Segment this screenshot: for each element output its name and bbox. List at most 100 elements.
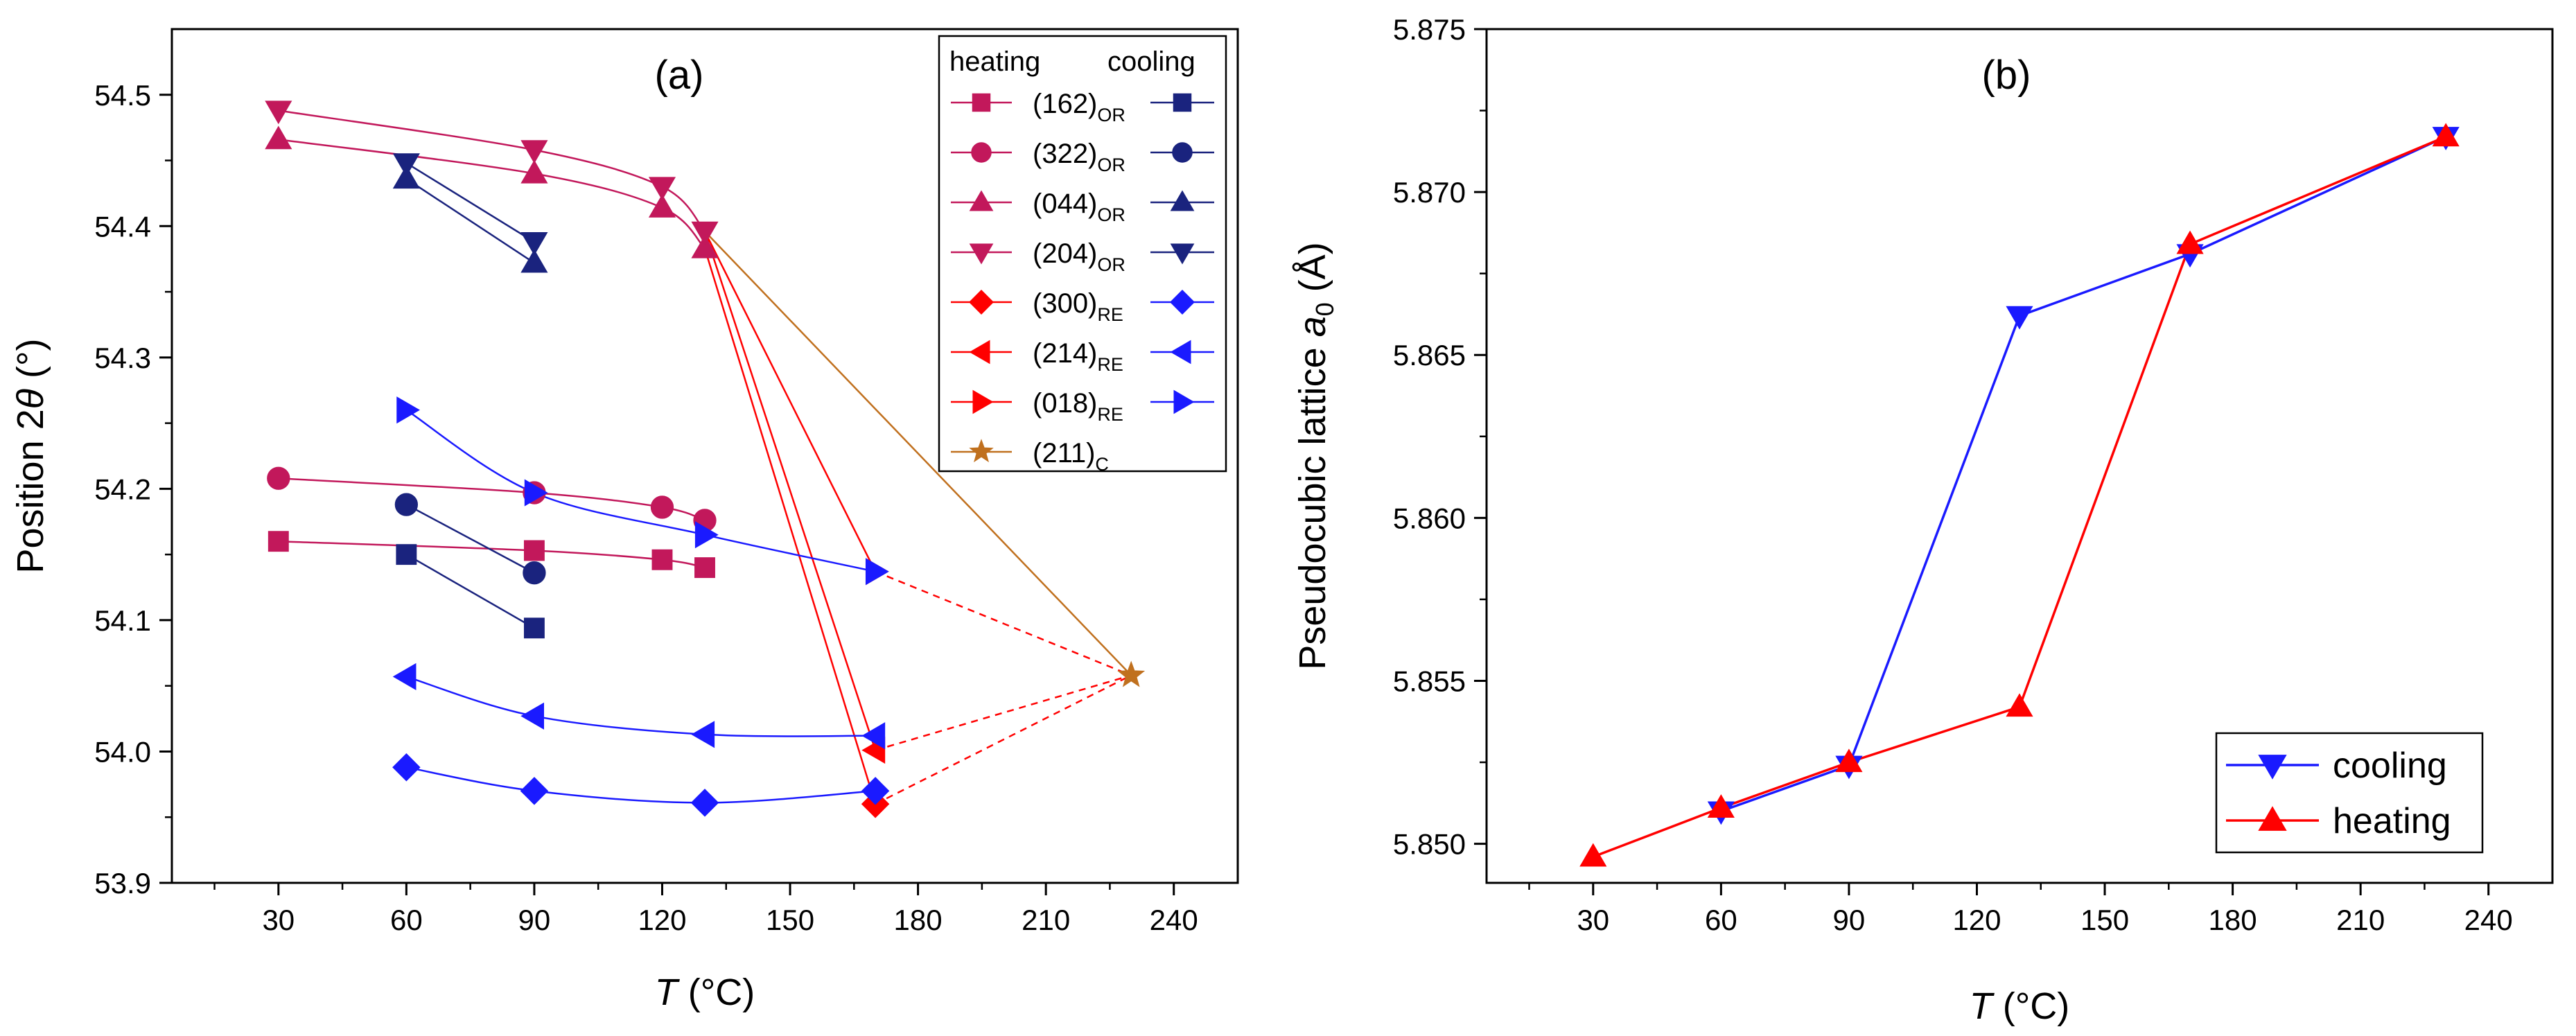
legend-heating-marker — [969, 340, 990, 365]
panel-a-point-cooling-triangle-left — [520, 702, 545, 730]
panel-b-y-tick-label: 5.870 — [1393, 176, 1466, 209]
panel-a-chart: (a) 30 60 90 120 150 180 210 240 53.9 54.0 54.1 54.… — [10, 28, 1239, 1013]
panel-a-point-cooling-square — [396, 544, 417, 565]
panel-a-series-line-heating-circle — [278, 477, 706, 522]
legend-entry-label: (322)OR — [1033, 139, 1125, 175]
panel-a-y-tick-label: 54.3 — [94, 342, 151, 374]
legend-b-marker-heating — [2258, 806, 2287, 831]
legend-entry-label: (211)C — [1033, 438, 1109, 475]
legend-heating-marker — [972, 389, 994, 414]
panel-b-x-tick-label: 240 — [2464, 904, 2513, 936]
panel-a-series-line-cooling-triangle-right — [405, 409, 876, 573]
panel-a-point-cooling-triangle-left — [691, 721, 715, 748]
panel-b-series-line-cooling — [1720, 135, 2446, 813]
panel-a-point-heating-triangle-down — [648, 177, 676, 201]
panel-a-point-heating-triangle-up — [520, 159, 548, 184]
panel-a-point-cooling-triangle-left — [392, 662, 417, 690]
panel-a-x-axis-title: T (°C) — [655, 972, 755, 1013]
panel-b-y-tick-label: 5.855 — [1393, 665, 1466, 697]
panel-a-series-line-heating-triangle-up — [278, 138, 706, 249]
panel-a-series-line-cooling-square — [405, 554, 535, 629]
panel-a-y-tick-label: 54.2 — [94, 473, 151, 505]
panel-a-point-cooling-diamond — [392, 753, 421, 782]
panel-a-point-cooling-triangle-right — [694, 521, 719, 549]
panel-b-point-heating — [1707, 794, 1735, 818]
panel-a-x-tick-label: 120 — [638, 904, 686, 936]
legend-cooling-marker — [1170, 290, 1195, 315]
panel-a-point-cooling-triangle-down — [392, 153, 420, 177]
panel-a-series-line-cooling-triangle-up — [405, 178, 535, 264]
panel-b-x-tick-label: 30 — [1577, 904, 1609, 936]
panel-b-label: (b) — [1982, 53, 2031, 98]
legend-cooling-marker — [1170, 243, 1195, 265]
panel-a-point-heating-triangle-up — [691, 234, 719, 258]
panel-a-point-heating-circle — [267, 466, 290, 490]
panel-b-plot-frame — [1485, 28, 2554, 884]
panel-a-y-tick-label: 54.5 — [94, 79, 151, 112]
panel-b-x-tick-label: 180 — [2209, 904, 2257, 936]
panel-b-y-tick-label: 5.860 — [1393, 502, 1466, 534]
panel-a-point-heating-triangle-down — [265, 100, 292, 125]
panel-a-series-line-cooling-triangle-left — [406, 676, 876, 737]
panel-a-y-tick-label: 54.4 — [94, 210, 151, 243]
panel-a-point-heating-circle — [650, 495, 674, 519]
panel-a-point-heating-triangle-down — [691, 221, 719, 245]
panel-a-point-heating-square — [268, 531, 289, 552]
panel-a-point-cooling-triangle-right — [524, 479, 548, 507]
panel-b-x-tick-label: 90 — [1833, 904, 1866, 936]
legend-heating-marker — [969, 190, 994, 211]
panel-b-y-axis-title: Pseudocubic lattice a0 (Å) — [1292, 242, 1339, 669]
panel-b-y-tick-label: 5.865 — [1393, 339, 1466, 371]
panel-a-connector-solid — [704, 231, 1132, 676]
panel-b-legend-box — [2215, 732, 2484, 854]
panel-b-y-tick-label: 5.875 — [1393, 13, 1466, 46]
panel-a-series-line-cooling-triangle-down — [405, 162, 535, 243]
panel-a-series-line-cooling-circle — [405, 503, 535, 574]
panel-b-point-heating — [1835, 748, 1863, 773]
legend-heating-marker — [971, 142, 992, 163]
panel-b-x-tick-label: 120 — [1952, 904, 2001, 936]
panel-a-plot-frame — [170, 28, 1239, 884]
panel-a-connector-dashed — [875, 674, 1132, 805]
panel-a-point-cooling-diamond — [520, 777, 549, 805]
panel-b-point-heating — [2176, 230, 2204, 254]
panel-a-point-cooling-circle — [394, 493, 419, 516]
panel-a-x-tick-label: 240 — [1150, 904, 1198, 936]
panel-a-point-cooling-triangle-up — [520, 249, 548, 273]
panel-b-x-tick-label: 60 — [1705, 904, 1737, 936]
panel-b-series-line-heating — [1593, 135, 2446, 859]
legend-heating-marker — [969, 290, 994, 315]
panel-a-point-cooling-triangle-down — [520, 231, 548, 256]
panel-a-x-tick-label: 90 — [518, 904, 551, 936]
panel-a-series-line-heating-triangle-down — [278, 109, 706, 232]
panel-a-y-tick-label: 53.9 — [94, 867, 151, 899]
legend-header-cooling: cooling — [1107, 46, 1195, 77]
legend-entry-label: (044)OR — [1033, 188, 1125, 225]
panel-a-point-cooling-diamond — [861, 777, 890, 805]
legend-b-marker-cooling — [2258, 755, 2287, 780]
legend-cooling-marker — [1173, 389, 1195, 414]
panel-a-x-tick-label: 180 — [894, 904, 943, 936]
panel-a-y-tick-label: 54.1 — [94, 604, 151, 637]
legend-entry-label: (300)RE — [1033, 288, 1123, 325]
panel-b-y-tick-label: 5.850 — [1393, 828, 1466, 861]
panel-a-point-heating-triangle-down — [520, 140, 548, 164]
panel-b-point-heating — [2006, 693, 2033, 717]
panel-a-point-heating-triangle-up — [265, 125, 292, 150]
panel-b-point-heating — [2432, 123, 2460, 147]
panel-a-y-tick-label: 54.0 — [94, 735, 151, 768]
panel-a-series-line-heating-square — [278, 540, 706, 569]
panel-a-point-heating-star — [1117, 660, 1146, 687]
legend-entry-label: (018)RE — [1033, 388, 1123, 425]
panel-a-legend: heating cooling (162)OR (322)OR (044)OR (20… — [938, 35, 1227, 475]
panel-b-legend: cooling heating — [2215, 732, 2484, 854]
panel-b-x-tick-label: 210 — [2336, 904, 2385, 936]
legend-b-label-cooling: cooling — [2333, 746, 2447, 786]
panel-a-x-tick-label: 30 — [262, 904, 295, 936]
panel-a-point-cooling-triangle-left — [861, 722, 886, 750]
panel-a-connector-solid — [703, 231, 877, 572]
panel-a-label: (a) — [655, 53, 704, 98]
panel-a-point-heating-square — [523, 540, 545, 561]
panel-a-connector-solid — [703, 248, 877, 805]
